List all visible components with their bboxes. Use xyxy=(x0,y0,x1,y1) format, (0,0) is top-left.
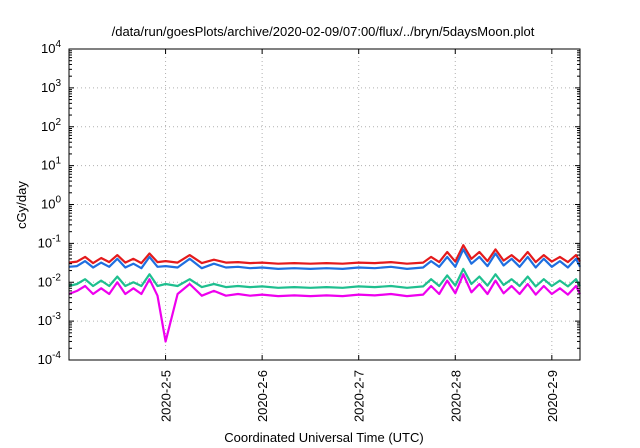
series-line-1 xyxy=(68,244,581,265)
y-tick-label: 102 xyxy=(41,117,61,134)
x-tick-label: 2020-2-5 xyxy=(159,370,174,422)
series-line-3 xyxy=(68,267,581,289)
x-axis-label: Coordinated Universal Time (UTC) xyxy=(224,430,423,445)
chart-title: /data/run/goesPlots/archive/2020-02-09/0… xyxy=(112,24,535,39)
grid xyxy=(69,49,580,360)
x-tick-label: 2020-2-6 xyxy=(255,370,270,422)
y-tick-label: 104 xyxy=(41,39,61,56)
x-tick-label: 2020-2-8 xyxy=(448,370,463,422)
series-layer xyxy=(68,244,581,343)
y-tick-label: 10-2 xyxy=(38,272,62,289)
x-tick-label: 2020-2-7 xyxy=(352,370,367,422)
y-tick-label: 10-1 xyxy=(38,233,62,250)
y-tick-label: 10-4 xyxy=(38,350,62,367)
y-tick-label: 103 xyxy=(41,78,61,95)
y-tick-label: 101 xyxy=(41,156,61,173)
x-axis: 2020-2-5 2020-2-6 2020-2-7 2020-2-8 2020-2-9 xyxy=(159,49,560,422)
y-axis: 10-4 10-3 10-2 10-1 100 101 102 103 104 xyxy=(38,39,580,367)
x-tick-label: 2020-2-9 xyxy=(545,370,560,422)
y-tick-label: 10-3 xyxy=(38,311,62,328)
series-line-2 xyxy=(68,248,581,270)
y-axis-label: cGy/day xyxy=(14,181,29,229)
series-line-4 xyxy=(68,273,581,343)
y-tick-label: 100 xyxy=(41,195,61,212)
